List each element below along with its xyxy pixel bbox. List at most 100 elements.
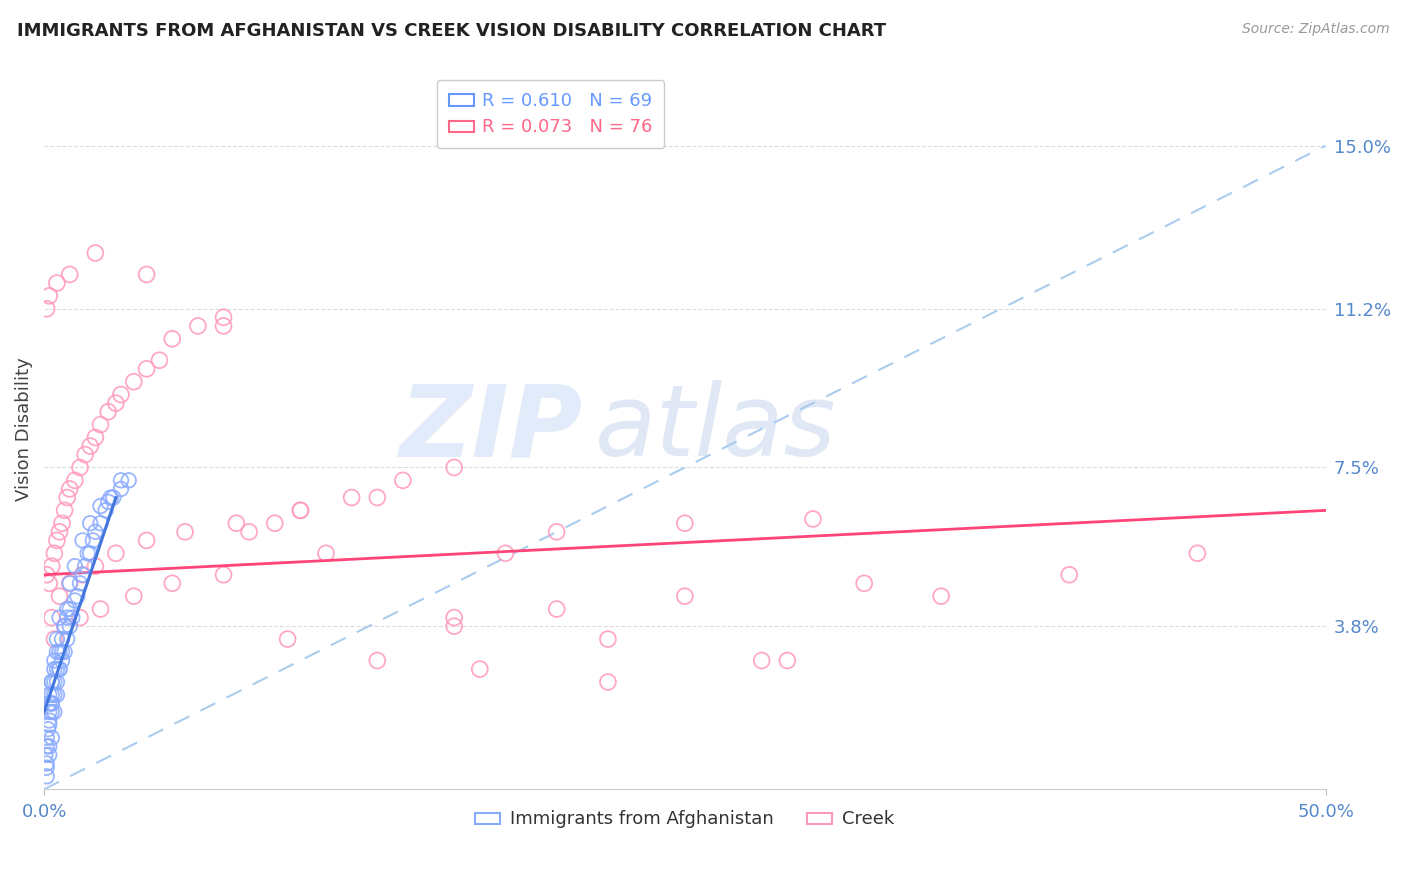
Point [48,589,70,603]
Point [51,653,73,667]
Point [162,332,184,346]
Point [118,474,141,488]
Point [53,619,76,633]
Point [104,546,127,560]
Point [468,662,491,676]
Point [45,645,67,659]
Point [366,653,388,667]
Point [97,495,120,509]
Point [110,482,132,496]
Point [35,769,58,783]
Point [72,567,94,582]
Point [56,610,79,624]
Point [135,361,157,376]
Point [290,503,312,517]
Point [59,482,82,496]
Point [110,387,132,401]
Point [494,546,516,560]
Point [84,246,107,260]
Point [48,645,70,659]
Point [89,516,111,531]
Point [60,610,83,624]
Point [63,593,86,607]
Point [41,610,63,624]
Point [59,576,82,591]
Point [53,619,76,633]
Point [38,688,60,702]
Point [35,567,58,582]
Point [44,662,66,676]
Point [41,559,63,574]
Point [1187,546,1209,560]
Point [51,516,73,531]
Point [41,688,63,702]
Point [79,546,101,560]
Point [44,675,66,690]
Point [89,417,111,432]
Point [110,474,132,488]
Point [51,645,73,659]
Point [135,268,157,282]
Point [56,602,79,616]
Point [290,503,312,517]
Point [315,546,337,560]
Point [853,576,876,591]
Point [45,662,67,676]
Point [673,516,696,531]
Point [35,756,58,771]
Point [35,301,58,316]
Point [122,375,145,389]
Point [59,576,82,591]
Point [53,503,76,517]
Point [366,491,388,505]
Point [238,524,260,539]
Point [79,439,101,453]
Point [135,533,157,548]
Point [148,353,170,368]
Point [263,516,285,531]
Point [776,653,799,667]
Point [45,276,67,290]
Point [443,460,465,475]
Point [69,460,91,475]
Point [35,739,58,754]
Point [89,602,111,616]
Point [89,499,111,513]
Point [53,645,76,659]
Point [38,739,60,754]
Point [63,559,86,574]
Point [41,675,63,690]
Point [103,491,125,505]
Point [38,576,60,591]
Legend: Immigrants from Afghanistan, Creek: Immigrants from Afghanistan, Creek [468,804,901,835]
Point [51,632,73,646]
Point [44,705,66,719]
Point [75,448,97,462]
Point [59,602,82,616]
Point [97,405,120,419]
Point [38,714,60,728]
Point [34,747,56,762]
Point [59,619,82,633]
Point [53,619,76,633]
Point [212,310,235,325]
Point [82,533,104,548]
Point [63,474,86,488]
Point [443,619,465,633]
Point [72,567,94,582]
Point [751,653,773,667]
Point [38,705,60,719]
Point [38,718,60,732]
Point [72,533,94,548]
Point [48,662,70,676]
Point [75,559,97,574]
Point [84,430,107,444]
Point [66,589,89,603]
Point [94,503,117,517]
Point [41,705,63,719]
Point [56,491,79,505]
Point [45,675,67,690]
Point [225,516,247,531]
Text: IMMIGRANTS FROM AFGHANISTAN VS CREEK VISION DISABILITY CORRELATION CHART: IMMIGRANTS FROM AFGHANISTAN VS CREEK VIS… [17,22,886,40]
Point [673,589,696,603]
